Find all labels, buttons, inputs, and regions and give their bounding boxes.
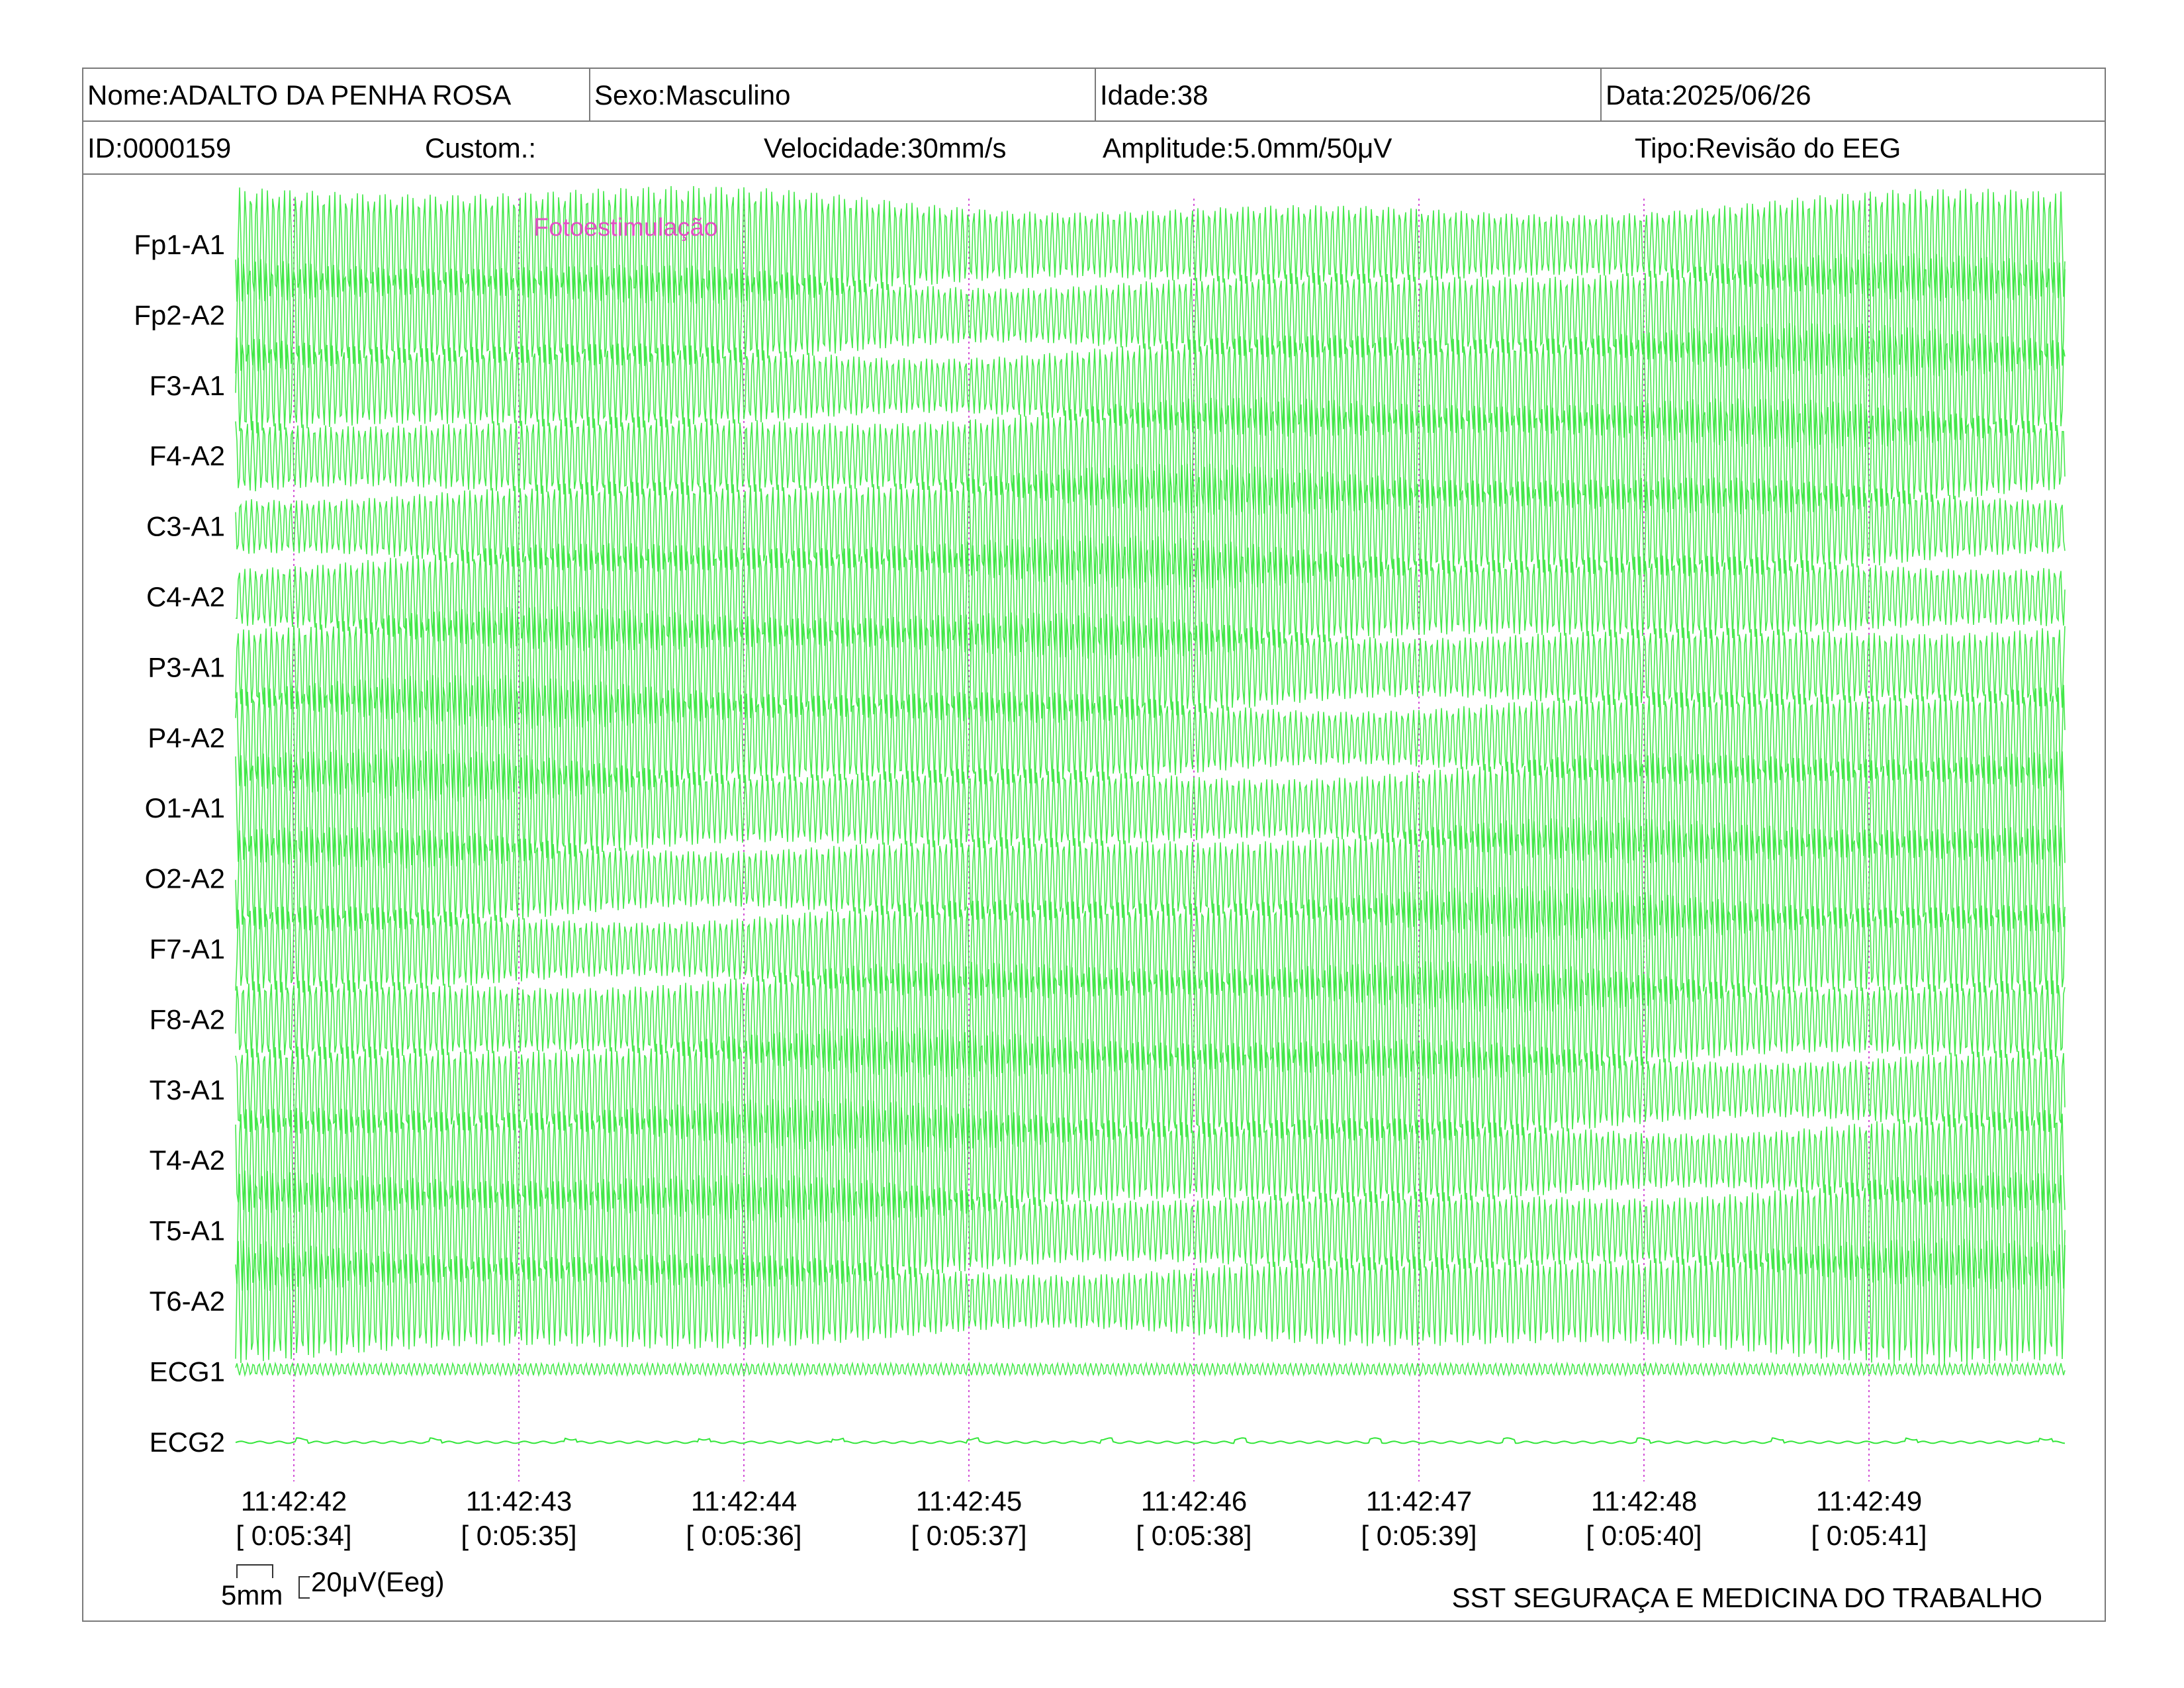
channel-trace	[235, 817, 2066, 941]
header-divider	[1095, 69, 1096, 120]
exam-type: Tipo:Revisão do EEG	[1635, 132, 1901, 164]
channel-trace	[235, 1361, 2066, 1378]
patient-id: ID:0000159	[87, 132, 232, 164]
channel-label: O2-A2	[145, 863, 225, 894]
channel-label: ECG2	[150, 1427, 225, 1458]
time-scale-label: 5mm	[221, 1579, 283, 1611]
channel-label: Fp1-A1	[134, 229, 225, 260]
channel-label: Fp2-A2	[134, 299, 225, 330]
channel-trace	[235, 886, 2066, 1013]
channel-trace	[235, 186, 2066, 304]
header-row-patient: Nome:ADALTO DA PENHA ROSA Sexo:Masculino…	[83, 69, 2105, 122]
channel-label: T5-A1	[150, 1215, 225, 1246]
elapsed-time-label: [ 0:05:39]	[1361, 1520, 1477, 1551]
patient-age: Idade:38	[1100, 79, 1208, 111]
exam-date: Data:2025/06/26	[1606, 79, 1811, 111]
paper-speed: Velocidade:30mm/s	[764, 132, 1007, 164]
channel-label: P4-A2	[148, 722, 225, 753]
channel-label: F3-A1	[150, 370, 225, 401]
channel-label: T4-A2	[150, 1145, 225, 1176]
channel-trace	[235, 323, 2066, 449]
amplitude-setting: Amplitude:5.0mm/50μV	[1103, 132, 1392, 164]
clock-time-label: 11:42:45	[916, 1485, 1022, 1517]
photostimulation-event-label: Fotoestimulação	[533, 214, 718, 242]
clock-time-label: 11:42:48	[1591, 1485, 1697, 1517]
eeg-report-sheet: Nome:ADALTO DA PENHA ROSA Sexo:Masculino…	[82, 68, 2106, 1622]
channel-trace	[235, 463, 2066, 590]
channel-label: C4-A2	[146, 581, 225, 612]
channel-label: T6-A2	[150, 1286, 225, 1317]
clock-time-label: 11:42:46	[1141, 1485, 1247, 1517]
elapsed-time-label: [ 0:05:36]	[686, 1520, 801, 1551]
channel-trace	[235, 1027, 2066, 1153]
channel-trace	[235, 1170, 2066, 1291]
channel-trace	[235, 749, 2066, 868]
channel-label: ECG1	[150, 1356, 225, 1387]
channel-label: T3-A1	[150, 1074, 225, 1105]
elapsed-time-label: [ 0:05:35]	[461, 1520, 576, 1551]
company-name: SST SEGURAÇA E MEDICINA DO TRABALHO	[1452, 1582, 2042, 1613]
channel-label: F4-A2	[150, 440, 225, 471]
clock-time-label: 11:42:42	[241, 1485, 347, 1517]
elapsed-time-label: [ 0:05:34]	[236, 1520, 351, 1551]
clock-time-label: 11:42:49	[1816, 1485, 1922, 1517]
channel-label: P3-A1	[148, 651, 225, 682]
patient-name: Nome:ADALTO DA PENHA ROSA	[87, 79, 512, 111]
channel-trace	[235, 1238, 2066, 1365]
channel-trace	[235, 961, 2066, 1079]
header-divider	[589, 69, 590, 120]
elapsed-time-label: [ 0:05:40]	[1586, 1520, 1702, 1551]
clock-time-label: 11:42:44	[691, 1485, 797, 1517]
header-divider	[1600, 69, 1602, 120]
header-row-settings: ID:0000159 Custom.: Velocidade:30mm/s Am…	[83, 122, 2105, 175]
channel-trace	[235, 606, 2066, 729]
elapsed-time-label: [ 0:05:41]	[1811, 1520, 1927, 1551]
channel-trace	[235, 397, 2066, 516]
channel-label: F8-A2	[150, 1004, 225, 1035]
elapsed-time-label: [ 0:05:38]	[1136, 1520, 1251, 1551]
channel-label: O1-A1	[145, 792, 225, 823]
time-scale-bar	[236, 1564, 273, 1578]
channel-label: F7-A1	[150, 933, 225, 964]
channel-trace	[235, 253, 2066, 378]
patient-sex: Sexo:Masculino	[594, 79, 791, 111]
amplitude-scale-label: 20μV(Eeg)	[311, 1566, 445, 1597]
channel-trace	[235, 1437, 2066, 1444]
clock-time-label: 11:42:43	[466, 1485, 572, 1517]
elapsed-time-label: [ 0:05:37]	[911, 1520, 1026, 1551]
channel-trace	[235, 675, 2066, 802]
channel-label: C3-A1	[146, 511, 225, 542]
custom-field: Custom.:	[425, 132, 537, 164]
amplitude-scale-bar	[298, 1576, 310, 1599]
clock-time-label: 11:42:47	[1366, 1485, 1472, 1517]
channel-trace	[235, 1098, 2066, 1223]
